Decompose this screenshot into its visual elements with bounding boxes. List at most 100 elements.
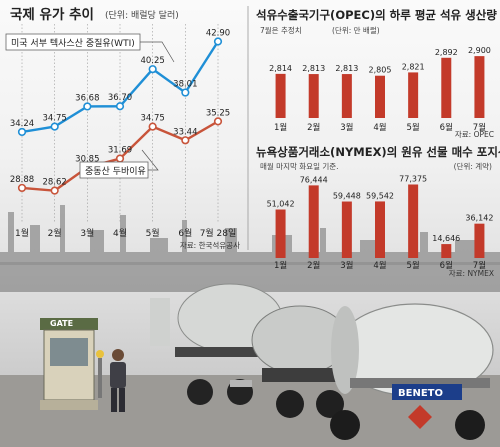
wti-legend-label: 미국 서부 텍사스산 중질유(WTI)	[11, 37, 135, 49]
nymex-unit: (단위: 계약)	[454, 161, 492, 171]
nymex-x-label-0: 1월	[274, 260, 287, 271]
nymex-x-label-1: 2월	[307, 260, 320, 271]
opec-panel: 석유수출국기구(OPEC)의 하루 평균 석유 생산량 7월은 추정치 (단위:…	[256, 8, 497, 139]
series-0-value-label-2: 36.68	[75, 93, 99, 103]
nymex-title: 뉴욕상품거래소(NYMEX)의 원유 선물 매수 포지션	[256, 145, 500, 159]
series-1-point-1	[50, 186, 59, 195]
nymex-bar-4	[408, 184, 419, 258]
series-1-value-label-3: 31.69	[108, 146, 132, 156]
series-1-value-label-5: 33.44	[173, 127, 197, 137]
series-0-point-2	[83, 102, 92, 111]
series-0-value-label-0: 34.24	[10, 119, 34, 129]
series-1-point-5	[181, 136, 190, 145]
oil-price-panel: 국제 유가 추이 (단위: 배럴당 달러) 34.24 34.75 36.68 36.…	[5, 6, 240, 250]
series-0-value-label-1: 34.75	[42, 114, 66, 124]
line-x-label-6: 7월 28일	[200, 227, 237, 239]
background-photo: GATE	[0, 205, 500, 447]
tanker-truck-3: BENETO	[330, 303, 494, 440]
opec-x-label-5: 6월	[440, 122, 453, 133]
nymex-value-labels: 51,042 76,444 59,448 59,542 77,375 14,646 36,1…	[267, 174, 494, 243]
series-0-value-label-3: 36.70	[108, 93, 132, 103]
nymex-bars	[275, 184, 485, 258]
nymex-bar-0	[275, 209, 286, 258]
nymex-value-label-3: 59,542	[366, 191, 394, 200]
opec-title: 석유수출국기구(OPEC)의 하루 평균 석유 생산량	[256, 8, 497, 22]
nymex-bar-1	[308, 185, 319, 258]
opec-x-labels: 1월 2월 3월 4월 5월 6월 7월	[274, 122, 486, 133]
opec-bars	[275, 56, 485, 118]
nymex-bar-2	[341, 201, 352, 258]
gate-sign: GATE	[50, 319, 73, 328]
nymex-value-label-5: 14,646	[432, 234, 460, 243]
opec-bar-4	[408, 72, 419, 118]
opec-unit: (단위: 만 배럴)	[332, 25, 380, 35]
series-1-value-label-2: 30.85	[75, 154, 99, 164]
line-chart-series: 34.24 34.75 36.68 36.70 40.25 38.01 42.90 28.88…	[10, 28, 230, 195]
opec-value-label-6: 2,900	[468, 46, 491, 55]
opec-note: 7월은 추정치	[260, 25, 302, 35]
opec-x-label-0: 1월	[274, 122, 287, 133]
worker-figure	[110, 349, 126, 412]
nymex-value-label-4: 77,375	[399, 174, 427, 183]
opec-bar-6	[474, 56, 485, 118]
dubai-legend-leader	[141, 149, 159, 171]
truck-brand: BENETO	[398, 388, 443, 399]
series-0-value-label-4: 40.25	[140, 56, 164, 66]
opec-value-label-2: 2,813	[335, 64, 358, 73]
opec-bar-1	[308, 74, 319, 118]
opec-value-labels: 2,814 2,813 2,813 2,805 2,821 2,892 2,900	[269, 46, 491, 75]
series-0-point-3	[115, 102, 125, 111]
opec-value-label-4: 2,821	[402, 62, 425, 71]
opec-x-label-6: 7월	[473, 122, 486, 133]
series-0-point-6	[213, 37, 223, 46]
opec-source: 자료: OPEC	[455, 130, 494, 139]
nymex-value-label-6: 36,142	[465, 214, 493, 223]
series-1-value-label-4: 34.75	[140, 114, 164, 124]
line-x-label-0: 1월	[15, 227, 29, 239]
opec-bar-3	[375, 75, 385, 118]
series-1-point-3	[115, 154, 125, 163]
nymex-x-label-4: 5월	[407, 260, 420, 271]
line-x-label-2: 3월	[80, 227, 94, 239]
oil-price-title: 국제 유가 추이	[10, 6, 94, 23]
series-0-point-1	[50, 122, 59, 131]
series-0-point-0	[17, 127, 27, 137]
gate-booth: GATE	[40, 318, 104, 410]
series-0-point-5	[181, 88, 190, 97]
opec-x-label-3: 4월	[373, 122, 386, 133]
nymex-x-label-2: 3월	[340, 260, 353, 271]
line-x-label-3: 4월	[113, 227, 127, 239]
nymex-x-label-6: 7월	[473, 260, 486, 271]
line-x-label-1: 2월	[48, 227, 62, 239]
opec-bar-2	[341, 74, 352, 118]
opec-bar-5	[441, 57, 452, 118]
series-1-point-0	[17, 183, 27, 193]
oil-price-source: 자료: 한국석유공사	[180, 240, 240, 250]
nymex-x-label-3: 4월	[373, 260, 386, 271]
series-0-point-4	[148, 65, 157, 74]
series-1-value-label-6: 35.25	[206, 108, 230, 118]
wti-legend-leader	[140, 41, 175, 63]
opec-value-label-0: 2,814	[269, 64, 292, 73]
opec-x-label-4: 5월	[407, 122, 420, 133]
nymex-bar-6	[474, 223, 485, 258]
series-1-point-4	[148, 122, 157, 131]
tanker-truck-2	[251, 305, 349, 418]
opec-value-label-3: 2,805	[369, 66, 392, 75]
nymex-value-label-1: 76,444	[300, 175, 328, 184]
nymex-source: 자료: NYMEX	[449, 269, 494, 278]
opec-value-label-1: 2,813	[302, 64, 325, 73]
nymex-x-label-5: 6월	[440, 260, 453, 271]
series-0-value-label-5: 38.01	[173, 80, 197, 90]
series-1-value-label-0: 28.88	[10, 175, 34, 185]
line-x-label-4: 5월	[146, 227, 160, 239]
nymex-value-label-0: 51,042	[267, 200, 295, 209]
series-0-value-label-6: 42.90	[206, 28, 230, 38]
dubai-legend-label: 중동산 두바이유	[85, 166, 146, 177]
opec-value-label-5: 2,892	[435, 48, 458, 57]
nymex-x-labels: 1월 2월 3월 4월 5월 6월 7월	[274, 260, 486, 271]
series-1-value-label-1: 28.62	[42, 178, 66, 188]
line-chart-x-labels: 1월 2월 3월 4월 5월 6월 7월 28일	[15, 227, 236, 239]
